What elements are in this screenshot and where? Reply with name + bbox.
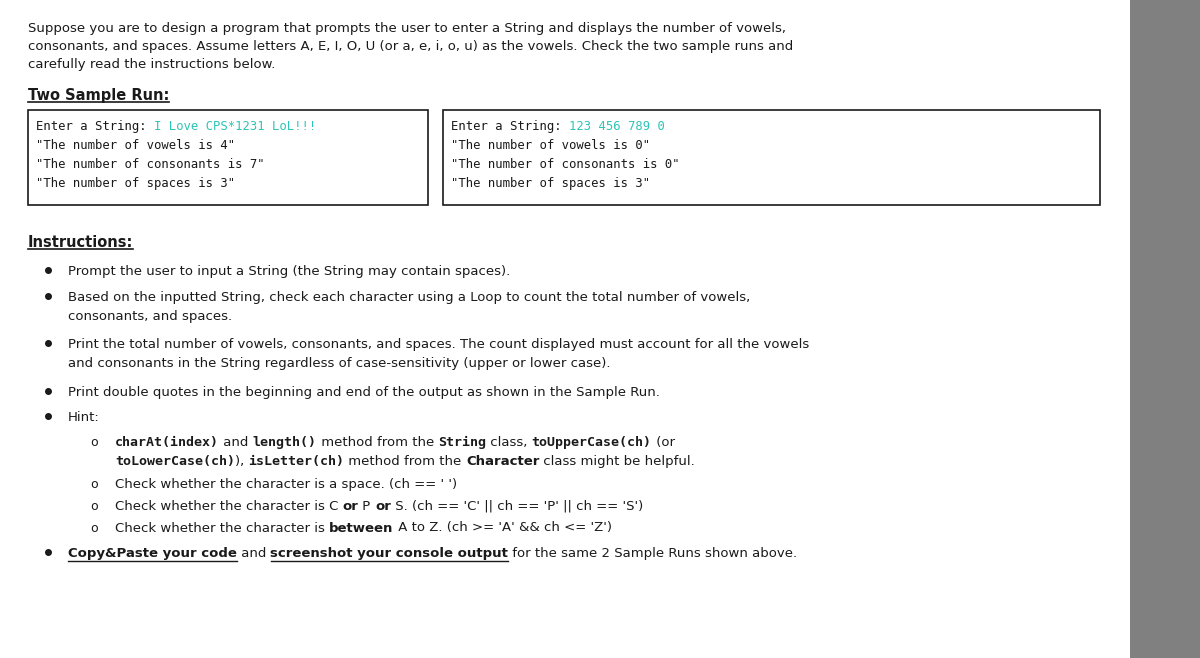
Bar xyxy=(1130,0,1200,658)
Text: Check whether the character is C: Check whether the character is C xyxy=(115,499,343,513)
Text: Print the total number of vowels, consonants, and spaces. The count displayed mu: Print the total number of vowels, conson… xyxy=(68,338,809,351)
Text: method from the: method from the xyxy=(344,455,466,468)
Text: between: between xyxy=(329,522,394,534)
Text: Character: Character xyxy=(466,455,539,468)
Text: "The number of vowels is 0": "The number of vowels is 0" xyxy=(451,139,650,152)
Text: Copy&Paste your code: Copy&Paste your code xyxy=(68,547,236,560)
Text: ),: ), xyxy=(235,455,248,468)
Text: isLetter(ch): isLetter(ch) xyxy=(248,455,344,468)
Text: Hint:: Hint: xyxy=(68,411,100,424)
Text: carefully read the instructions below.: carefully read the instructions below. xyxy=(28,58,275,71)
Text: P: P xyxy=(359,499,374,513)
Text: and: and xyxy=(236,547,270,560)
Text: S. (ch == 'C' || ch == 'P' || ch == 'S'): S. (ch == 'C' || ch == 'P' || ch == 'S') xyxy=(391,499,643,513)
Text: Check whether the character is a space. (ch == ' '): Check whether the character is a space. … xyxy=(115,478,457,491)
Text: Suppose you are to design a program that prompts the user to enter a String and : Suppose you are to design a program that… xyxy=(28,22,786,35)
Text: A to Z. (ch >= 'A' && ch <= 'Z'): A to Z. (ch >= 'A' && ch <= 'Z') xyxy=(394,522,612,534)
Text: consonants, and spaces.: consonants, and spaces. xyxy=(68,310,232,322)
Text: "The number of spaces is 3": "The number of spaces is 3" xyxy=(451,177,650,190)
Text: toUpperCase(ch): toUpperCase(ch) xyxy=(532,436,652,449)
Text: or: or xyxy=(343,499,359,513)
Text: class might be helpful.: class might be helpful. xyxy=(539,455,695,468)
FancyBboxPatch shape xyxy=(28,110,428,205)
Text: o: o xyxy=(90,478,97,491)
Text: "The number of vowels is 4": "The number of vowels is 4" xyxy=(36,139,235,152)
Text: or: or xyxy=(374,499,391,513)
Text: o: o xyxy=(90,436,97,449)
Text: o: o xyxy=(90,499,97,513)
Text: and consonants in the String regardless of case-sensitivity (upper or lower case: and consonants in the String regardless … xyxy=(68,357,611,370)
Text: 123 456 789 0: 123 456 789 0 xyxy=(569,120,665,133)
Text: method from the: method from the xyxy=(317,436,438,449)
Text: I Love CPS*1231 LoL!!!: I Love CPS*1231 LoL!!! xyxy=(154,120,317,133)
Text: length(): length() xyxy=(253,436,317,449)
Text: screenshot your console output: screenshot your console output xyxy=(270,547,509,560)
Text: for the same 2 Sample Runs shown above.: for the same 2 Sample Runs shown above. xyxy=(509,547,798,560)
Text: "The number of consonants is 0": "The number of consonants is 0" xyxy=(451,158,679,171)
Text: o: o xyxy=(90,522,97,534)
Text: Print double quotes in the beginning and end of the output as shown in the Sampl: Print double quotes in the beginning and… xyxy=(68,386,660,399)
Text: (or: (or xyxy=(652,436,674,449)
Text: Based on the inputted String, check each character using a Loop to count the tot: Based on the inputted String, check each… xyxy=(68,291,750,303)
Text: "The number of consonants is 7": "The number of consonants is 7" xyxy=(36,158,265,171)
Text: Enter a String:: Enter a String: xyxy=(36,120,154,133)
Text: toLowerCase(ch): toLowerCase(ch) xyxy=(115,455,235,468)
Text: String: String xyxy=(438,436,486,449)
Text: consonants, and spaces. Assume letters A, E, I, O, U (or a, e, i, o, u) as the v: consonants, and spaces. Assume letters A… xyxy=(28,40,793,53)
Text: Instructions:: Instructions: xyxy=(28,235,133,250)
FancyBboxPatch shape xyxy=(443,110,1100,205)
Text: Enter a String:: Enter a String: xyxy=(451,120,569,133)
Text: "The number of spaces is 3": "The number of spaces is 3" xyxy=(36,177,235,190)
Text: Prompt the user to input a String (the String may contain spaces).: Prompt the user to input a String (the S… xyxy=(68,265,510,278)
Text: class,: class, xyxy=(486,436,532,449)
Text: Two Sample Run:: Two Sample Run: xyxy=(28,88,169,103)
Text: charAt(index): charAt(index) xyxy=(115,436,220,449)
Text: Check whether the character is: Check whether the character is xyxy=(115,522,329,534)
Text: and: and xyxy=(220,436,253,449)
